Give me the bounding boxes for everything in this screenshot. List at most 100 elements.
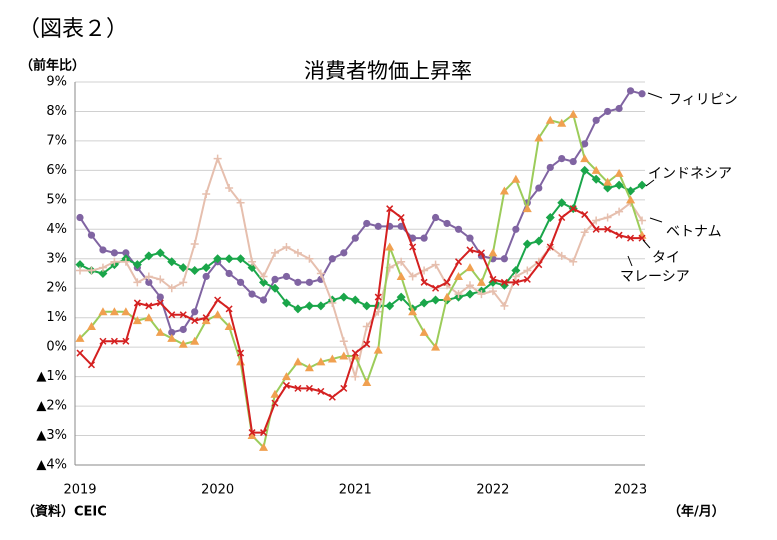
marker	[466, 234, 474, 242]
marker	[340, 384, 348, 392]
marker	[454, 271, 464, 280]
marker	[213, 254, 223, 264]
marker	[442, 292, 452, 301]
marker	[121, 257, 130, 266]
series-label: インドネシア	[648, 166, 732, 182]
marker	[431, 213, 440, 222]
marker	[190, 266, 200, 276]
marker	[603, 213, 612, 222]
marker	[408, 307, 418, 316]
marker	[270, 389, 280, 398]
marker	[637, 180, 647, 190]
marker	[282, 381, 290, 389]
marker	[121, 307, 131, 316]
y-tick-label: 9%	[46, 75, 67, 90]
marker	[351, 372, 360, 381]
label-pointer	[627, 255, 633, 267]
marker	[557, 118, 567, 127]
marker	[569, 257, 578, 266]
marker	[580, 154, 590, 163]
x-axis-label: （年/月）	[668, 504, 725, 520]
marker	[87, 231, 96, 239]
marker	[132, 260, 142, 270]
marker	[545, 115, 555, 124]
marker	[87, 266, 96, 275]
marker	[145, 302, 153, 310]
marker	[248, 429, 256, 437]
marker	[535, 184, 543, 192]
marker	[191, 317, 199, 325]
marker	[396, 271, 406, 280]
marker	[122, 249, 130, 257]
marker	[476, 277, 486, 286]
marker	[500, 301, 509, 310]
marker	[488, 248, 498, 257]
marker	[638, 234, 646, 242]
marker	[420, 278, 428, 286]
series-label: フィリピン	[668, 92, 738, 108]
marker	[190, 336, 200, 345]
marker	[271, 275, 279, 283]
y-tick-label: 6%	[46, 163, 67, 178]
label-pointer	[645, 179, 655, 187]
marker	[316, 301, 326, 311]
marker	[86, 322, 96, 331]
marker	[522, 204, 532, 213]
y-tick-label: ▲1%	[36, 369, 67, 384]
marker	[155, 248, 165, 258]
marker	[558, 213, 566, 222]
marker	[408, 272, 417, 281]
marker	[179, 278, 188, 287]
marker	[213, 310, 223, 319]
marker	[454, 290, 463, 299]
marker	[76, 266, 84, 275]
marker	[327, 354, 337, 363]
marker	[409, 243, 417, 251]
marker	[477, 290, 486, 299]
series-line	[79, 112, 643, 450]
marker	[627, 234, 635, 242]
chart-title: 消費者物価上昇率	[304, 59, 472, 83]
marker	[316, 269, 325, 278]
marker	[317, 387, 325, 395]
source: （資料）CEIC	[22, 504, 107, 520]
marker	[167, 284, 176, 293]
marker	[615, 231, 623, 239]
marker	[282, 272, 291, 281]
marker	[144, 313, 154, 322]
marker	[363, 340, 371, 348]
marker	[615, 207, 624, 216]
marker	[305, 254, 314, 263]
marker	[270, 248, 279, 257]
y-tick-label: 7%	[46, 133, 67, 148]
marker	[179, 325, 187, 334]
marker	[454, 225, 463, 233]
marker	[420, 234, 428, 242]
marker	[293, 304, 303, 314]
marker	[122, 337, 130, 345]
marker	[580, 165, 590, 175]
marker	[431, 295, 441, 305]
y-tick-label: 8%	[46, 104, 67, 119]
marker	[259, 272, 268, 281]
marker	[144, 272, 153, 281]
marker	[98, 269, 108, 278]
marker	[626, 195, 636, 204]
marker	[604, 225, 612, 233]
marker	[546, 243, 554, 251]
marker	[397, 213, 405, 222]
marker	[523, 266, 532, 275]
marker	[591, 165, 601, 174]
marker	[293, 248, 302, 257]
series-label: ベトナム	[666, 224, 722, 240]
marker	[499, 186, 509, 195]
marker	[443, 219, 451, 228]
marker	[385, 242, 395, 251]
y-tick-label: ▲3%	[36, 428, 67, 443]
marker	[99, 337, 107, 345]
marker	[466, 246, 474, 254]
marker	[87, 361, 96, 369]
marker	[512, 225, 520, 233]
marker	[144, 251, 154, 261]
x-tick-label: 2023	[614, 483, 647, 498]
